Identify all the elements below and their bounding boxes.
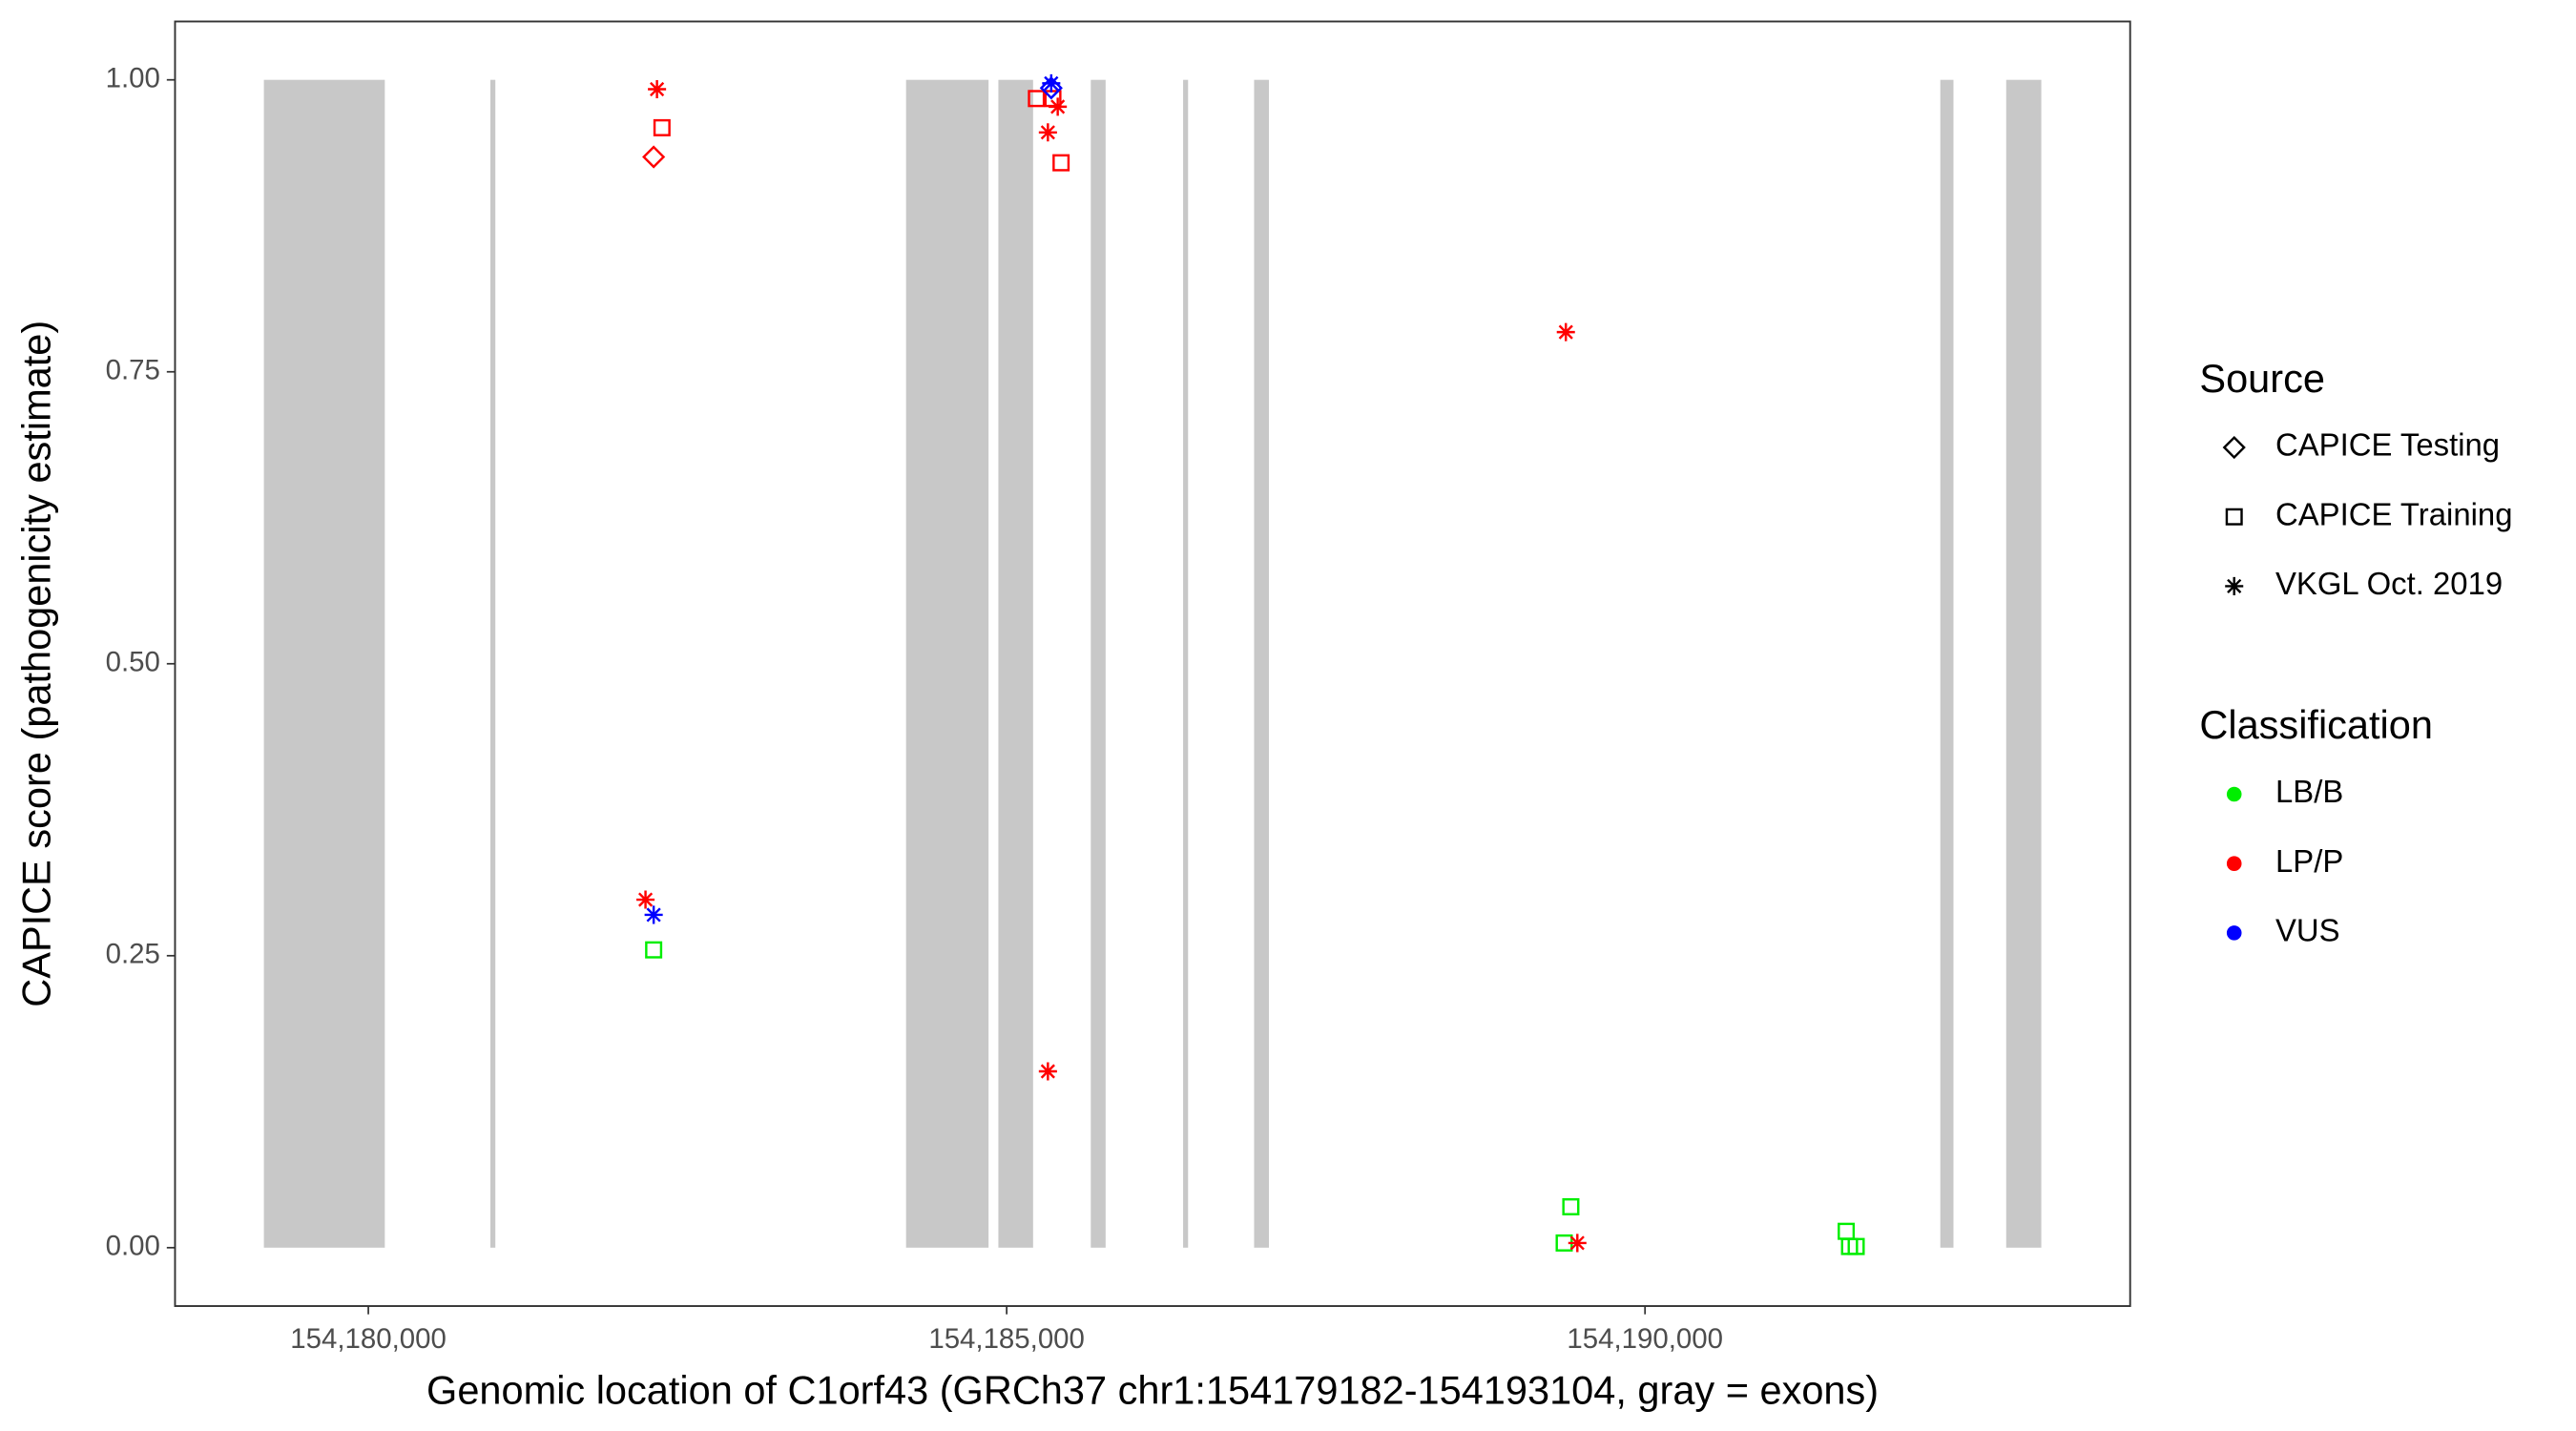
legend-label: CAPICE Training [2275,496,2513,531]
point [645,941,663,959]
exon [1940,79,1954,1248]
point [648,79,667,99]
y-axis-title: CAPICE score (pathogenicity estimate) [14,321,59,1007]
legend-title: Source [2199,356,2325,401]
point [1052,154,1070,172]
point [1838,1222,1856,1240]
legend-label: VKGL Oct. 2019 [2275,566,2503,601]
point [1568,1234,1587,1253]
point [1562,1197,1580,1215]
legend-label: LP/P [2275,843,2343,879]
point [642,145,666,169]
legend-symbol [2226,856,2242,871]
point [644,905,663,924]
point [1847,1237,1865,1255]
x-axis-title: Genomic location of C1orf43 (GRCh37 chr1… [426,1368,1879,1413]
legend-label: VUS [2275,913,2340,948]
legend-symbol [2226,786,2242,802]
legend-label: LB/B [2275,774,2343,809]
exon [1254,79,1269,1248]
legend-symbol [2226,925,2242,941]
y-tick-label: 0.75 [106,355,160,386]
legend-symbol [2222,435,2246,460]
exon [2005,79,2042,1248]
point [1042,73,1061,93]
y-tick-label: 0.00 [106,1231,160,1262]
y-tick-label: 0.50 [106,647,160,678]
exon [489,79,496,1248]
exon [263,79,385,1248]
plot-border [174,20,2131,1307]
exon [1091,79,1106,1248]
point [1028,90,1046,108]
point [1038,123,1057,142]
exon [1183,79,1189,1248]
point [1049,97,1068,116]
exon [998,79,1033,1248]
legend-symbol [2225,576,2244,595]
point [1039,76,1063,100]
y-tick-label: 0.25 [106,939,160,970]
x-tick-label: 154,190,000 [1567,1323,1723,1355]
legend-symbol [2225,508,2243,526]
x-tick-label: 154,180,000 [290,1323,447,1355]
legend-title: Classification [2199,702,2433,747]
point [1556,322,1575,342]
x-tick-label: 154,185,000 [928,1323,1085,1355]
exon [905,79,989,1248]
point [636,890,655,909]
point [1038,1062,1057,1081]
legend-label: CAPICE Testing [2275,427,2500,463]
point [653,118,671,136]
y-tick-label: 1.00 [106,62,160,93]
